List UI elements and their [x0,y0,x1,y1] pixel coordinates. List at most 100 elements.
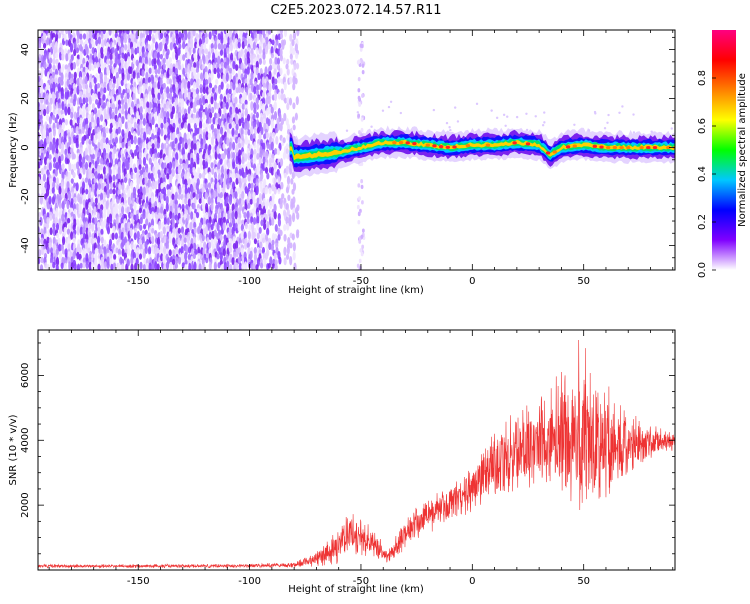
spectrogram-noise-cell [248,224,252,231]
spectrogram-noise-cell [117,126,121,134]
spectrogram-noise-cell [188,262,192,270]
spectrogram-noise-cell [193,182,197,191]
spectrogram-scatter-dot [606,121,609,124]
spectrogram-noise-cell [214,208,218,215]
spectrogram-noise-cell [222,67,227,75]
spectrogram-noise-cell [235,106,239,115]
spectrogram-noise-cell [82,33,87,40]
spectrogram-noise-cell [165,147,169,156]
spectrogram-x-axis-label: Height of straight line (km) [288,285,424,296]
spectrogram-noise-cell [72,98,76,107]
spectrogram-noise-cell [93,107,98,115]
spectrogram-noise-cell [72,61,76,70]
spectrogram-noise-cell [63,197,67,205]
colorbar-tick-label: 0.8 [697,70,708,86]
spectrogram-noise-cell [151,262,155,270]
spectrogram-noise-cell [289,53,293,60]
spectrogram-noise-cell [142,263,146,270]
spectrogram-noise-cell [117,262,121,270]
spectrogram-noise-cell [256,232,260,240]
spectrogram-noise-cell [217,72,221,79]
spectrogram-noise-cell [241,219,245,226]
spectrogram-noise-cell [238,157,242,166]
spectrogram-noise-cell [121,116,125,124]
spectrogram-noise-cell [46,246,50,255]
spectrogram-noise-cell [274,259,278,266]
spectrogram-noise-cell [154,180,158,190]
spectrogram-noise-cell [212,153,216,160]
spectrogram-noise-cell [198,133,203,140]
spectrogram-noise-cell [114,56,118,66]
spectrogram-noise-cell [63,130,67,141]
spectrogram-noise-cell [271,193,275,201]
spectrogram-noise-cell [51,196,55,205]
spectrogram-noise-cell [247,152,251,161]
spectrogram-signal-layer [289,139,675,161]
spectrogram-noise-cell [106,182,110,191]
spectrogram-noise-cell [277,176,281,186]
spectrogram-noise-cell [273,68,277,75]
spectrogram-noise-cell [190,211,194,221]
spectrogram-noise-cell [148,67,152,75]
spectrogram-noise-cell [39,157,43,166]
spectrogram-noise-cell [81,181,86,190]
spectrogram-noise-cell [211,87,215,94]
spectrogram-noise-cell [70,97,74,104]
spectrogram-noise-cell [111,30,115,35]
spectrogram-noise-cell [117,241,122,252]
spectrogram-noise-cell [96,235,101,245]
spectrogram-noise-cell [177,256,182,265]
spectrogram-noise-cell [52,157,57,164]
spectrogram-noise-cell [113,253,117,261]
spectrogram-noise-cell [179,136,183,145]
spectrogram-noise-cell [91,253,95,260]
spectrogram-x-ticks: -150 -100 -50 0 50 [48,30,674,287]
spectrogram-peak-cell [592,144,598,148]
spectrogram-noise-cell [45,222,50,229]
spectrogram-noise-cell [102,131,107,139]
spectrogram-noise-cell [108,167,112,177]
spectrogram-noise-cell [68,162,72,172]
spectrogram-scatter-dot [448,126,451,129]
spectrogram-noise-cell [160,247,164,255]
spectrogram-noise-cell [158,220,162,231]
spectrogram-peak-cell [398,141,404,145]
spectrogram-noise-cell [145,218,149,226]
spectrogram-noise-cell [114,136,119,144]
spectrogram-y-ticks: -40 -20 0 20 40 [20,36,675,271]
spectrogram-signal-band [289,100,675,179]
spectrogram-noise-cell [112,174,116,182]
spectrogram-noise-cell [213,41,218,50]
spectrogram-noise-cell [268,106,272,115]
spectrogram-noise-cell [193,53,197,59]
spectrogram-noise-cell [71,163,75,170]
spectrogram-noise-cell [195,193,199,200]
spectrogram-noise-cell [192,81,197,89]
spectrogram-noise-cell [165,195,169,206]
spectrogram-y-tick-label: 20 [20,92,31,105]
spectrogram-noise-cell [272,132,276,139]
spectrogram-noise-cell [288,97,293,106]
spectrogram-noise-cell [271,157,275,164]
spectrogram-noise-cell [51,187,55,194]
spectrogram-noise-cell [75,47,80,54]
spectrogram-scatter-dot [387,105,391,109]
spectrogram-noise-cell [138,207,143,214]
spectrogram-noise-cell [162,226,166,235]
spectrogram-noise-cell [283,112,287,122]
spectrogram-frame [37,29,676,271]
spectrogram-noise-cell [115,151,119,160]
spectrogram-peak-cell [545,151,551,155]
spectrogram-noise-cell [91,153,96,160]
spectrogram-noise-cell [202,153,206,160]
spectrogram-noise-cell [114,232,118,240]
spectrogram-noise-cell [177,193,181,200]
spectrogram-peak-cell [646,145,651,150]
spectrogram-noise-cell [241,190,245,200]
spectrogram-noise-cell [132,71,136,80]
spectrogram-noise-cell [189,232,193,239]
spectrogram-noise-cell [174,97,179,107]
spectrogram-noise-cell [130,240,134,251]
spectrogram-noise-cell [70,62,74,71]
